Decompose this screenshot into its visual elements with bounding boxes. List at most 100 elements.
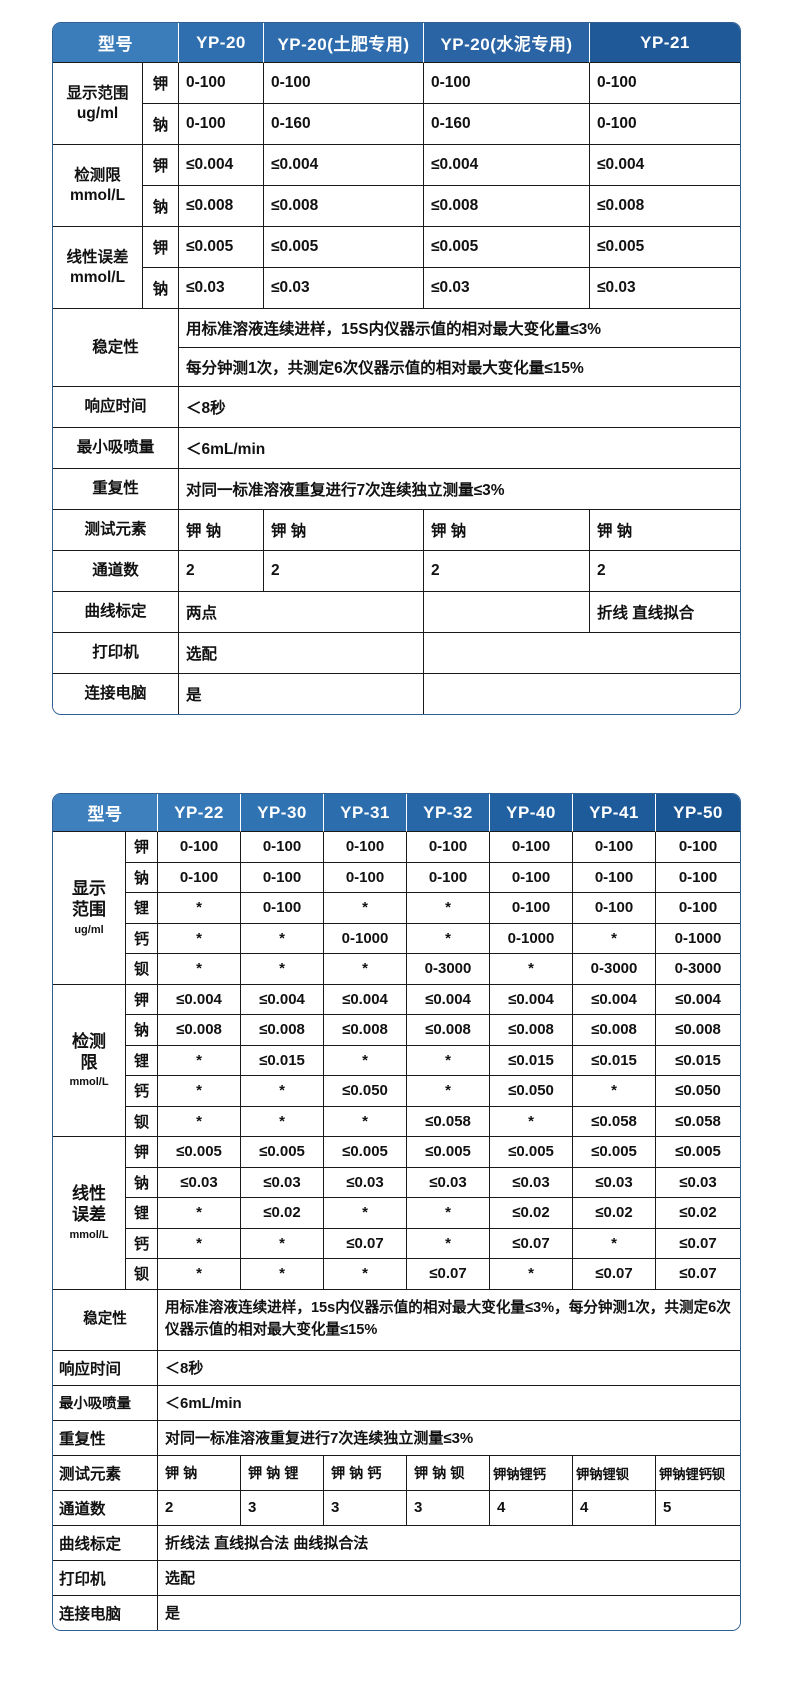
cell-value: ≤0.03	[573, 1167, 656, 1198]
cell-value: 3	[407, 1490, 490, 1526]
cell-value: *	[407, 1228, 490, 1259]
table-row: 重复性 对同一标准溶液重复进行7次连续独立测量≤3%	[53, 1420, 740, 1456]
cell-value: 0-100	[424, 63, 590, 104]
header-model-yp30: YP-30	[241, 794, 324, 832]
cell-value: ≤0.008	[179, 186, 264, 227]
cell-value: ≤0.005	[656, 1137, 740, 1168]
cell-value: *	[158, 1198, 241, 1229]
cell-value: ≤0.07	[490, 1228, 573, 1259]
cell-value: ≤0.07	[324, 1228, 407, 1259]
cell-value: 选配	[158, 1560, 740, 1596]
row-label-channels: 通道数	[53, 551, 179, 592]
table-row: 检测限 mmol/L 钾 ≤0.004 ≤0.004 ≤0.004 ≤0.004	[53, 145, 740, 227]
group-label-linear-error: 线性 误差 mmol/L	[53, 1137, 126, 1290]
cell-value: ≤0.015	[490, 1045, 573, 1076]
cell-value: ≤0.02	[573, 1198, 656, 1229]
cell-value: *	[241, 1106, 324, 1137]
cell-value: ≤0.005	[590, 227, 740, 268]
cell-value: ≤0.07	[573, 1259, 656, 1290]
table-row: 重复性 对同一标准溶液重复进行7次连续独立测量≤3%	[53, 469, 740, 510]
table-row: 打印机 选配	[53, 1560, 740, 1596]
ion-label: 钾	[143, 145, 179, 186]
cell-value: 2	[158, 1490, 241, 1526]
cell-value: ≤0.02	[241, 1198, 324, 1229]
table-row: 钙 * * ≤0.07 * ≤0.07 * ≤0.07	[53, 1228, 740, 1259]
cell-value: 4	[490, 1490, 573, 1526]
cell-value: ≤0.008	[407, 1015, 490, 1046]
cell-value: ≤0.004	[656, 984, 740, 1015]
cell-value: ≤0.005	[424, 227, 590, 268]
cell-value: 2	[424, 551, 590, 592]
cell-value: *	[158, 923, 241, 954]
ion-label: 钠	[143, 186, 179, 227]
row-label-min-aspiration: 最小吸喷量	[53, 1385, 158, 1421]
cell-value: 对同一标准溶液重复进行7次连续独立测量≤3%	[158, 1420, 740, 1456]
cell-value: ≤0.015	[241, 1045, 324, 1076]
cell-value: ≤0.004	[324, 984, 407, 1015]
cell-value: ≤0.004	[158, 984, 241, 1015]
table-row: 钠 ≤0.03 ≤0.03 ≤0.03 ≤0.03	[53, 268, 740, 309]
table-row: 锂 * ≤0.015 * * ≤0.015 ≤0.015 ≤0.015	[53, 1045, 740, 1076]
cell-value: 钾 钠	[424, 510, 590, 551]
cell-value: ＜8秒	[179, 387, 740, 428]
cell-value: *	[573, 923, 656, 954]
cell-value: ≤0.058	[656, 1106, 740, 1137]
ion-label: 锂	[126, 893, 158, 924]
cell-value: *	[158, 1228, 241, 1259]
group-label-detection-limit: 检测 限 mmol/L	[53, 984, 126, 1137]
table-row: 稳定性 用标准溶液连续进样，15s内仪器示值的相对最大变化量≤3%，每分钟测1次…	[53, 1289, 740, 1351]
cell-value: *	[573, 1076, 656, 1107]
cell-value: ≤0.050	[656, 1076, 740, 1107]
row-label-stability: 稳定性	[53, 309, 179, 387]
cell-value: 0-100	[324, 832, 407, 863]
header-model-yp20: YP-20	[179, 23, 264, 63]
cell-value: ≤0.004	[407, 984, 490, 1015]
cell-value: ≤0.004	[179, 145, 264, 186]
ion-label: 钠	[126, 1167, 158, 1198]
cell-value: 0-100	[158, 832, 241, 863]
cell-value: 0-160	[424, 104, 590, 145]
cell-value: *	[407, 1076, 490, 1107]
row-label-curve-calibration: 曲线标定	[53, 592, 179, 633]
row-label-pc-connection: 连接电脑	[53, 1595, 158, 1630]
cell-value: ≤0.004	[590, 145, 740, 186]
cell-value: *	[158, 1259, 241, 1290]
ion-label: 钡	[126, 1259, 158, 1290]
cell-value: 折线 直线拟合	[590, 592, 740, 633]
cell-value: *	[324, 1106, 407, 1137]
header-model-label: 型号	[53, 794, 158, 832]
group-label-display-range: 显示范围 ug/ml	[53, 63, 143, 145]
cell-value: 0-100	[241, 832, 324, 863]
header-model-yp32: YP-32	[407, 794, 490, 832]
cell-value: *	[490, 1106, 573, 1137]
table-row: 钠 ≤0.03 ≤0.03 ≤0.03 ≤0.03 ≤0.03 ≤0.03 ≤0…	[53, 1167, 740, 1198]
cell-value: 是	[158, 1595, 740, 1630]
cell-value: 钾 钠	[158, 1455, 241, 1491]
table-row: 响应时间 ＜8秒	[53, 387, 740, 428]
cell-value: ≤0.07	[656, 1228, 740, 1259]
cell-value: ≤0.005	[573, 1137, 656, 1168]
stability-line-1: 用标准溶液连续进样，15S内仪器示值的相对最大变化量≤3%	[179, 309, 740, 348]
cell-value: ≤0.008	[656, 1015, 740, 1046]
table-row: 连接电脑 是	[53, 1595, 740, 1630]
group-label-display-range: 显示 范围 ug/ml	[53, 832, 126, 985]
table-row: 每分钟测1次，共测定6次仪器示值的相对最大变化量≤15%	[53, 348, 740, 387]
header-model-label: 型号	[53, 23, 179, 63]
cell-value: 钾钠锂钙	[490, 1455, 573, 1491]
cell-value: *	[324, 1045, 407, 1076]
table-row: 打印机 选配	[53, 633, 740, 674]
table-row: 钠 0-100 0-160 0-160 0-100	[53, 104, 740, 145]
cell-value: ≤0.004	[490, 984, 573, 1015]
ion-label: 钙	[126, 923, 158, 954]
table-row: 连接电脑 是	[53, 674, 740, 714]
cell-value: ≤0.07	[656, 1259, 740, 1290]
group-label-text: 显示范围	[66, 85, 129, 103]
cell-value: 钾 钠 钡	[407, 1455, 490, 1491]
ion-label: 钾	[126, 984, 158, 1015]
cell-value: 0-100	[158, 862, 241, 893]
cell-value: ≤0.058	[407, 1106, 490, 1137]
ion-label: 锂	[126, 1198, 158, 1229]
table-row: 曲线标定 两点 折线 直线拟合	[53, 592, 740, 633]
table-row: 测试元素 钾 钠 钾 钠 钾 钠 钾 钠	[53, 510, 740, 551]
ion-label: 钠	[143, 268, 179, 309]
